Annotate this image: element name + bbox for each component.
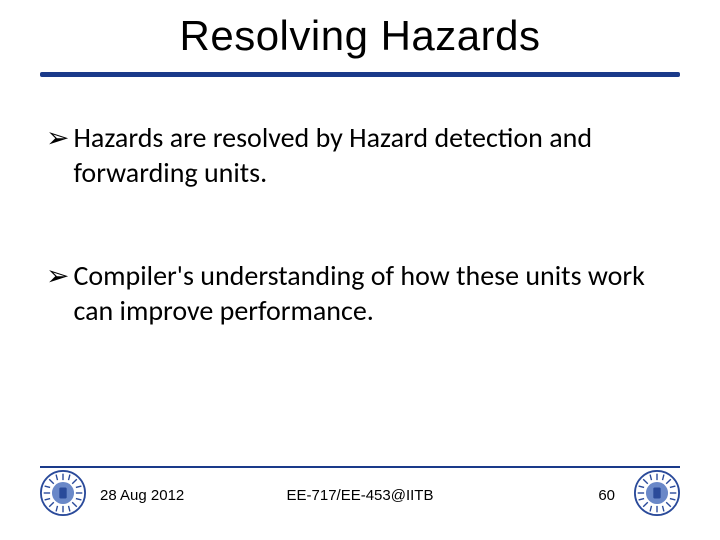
footer-divider bbox=[40, 466, 680, 468]
slide: Resolving Hazards ➢ Hazards are resolved… bbox=[0, 0, 720, 540]
bullet-text: Compiler's understanding of how these un… bbox=[73, 258, 674, 328]
title-area: Resolving Hazards bbox=[0, 12, 720, 60]
bullet-item: ➢ Compiler's understanding of how these … bbox=[46, 258, 674, 328]
title-underline bbox=[40, 72, 680, 77]
bullet-text: Hazards are resolved by Hazard detection… bbox=[73, 120, 674, 190]
body-area: ➢ Hazards are resolved by Hazard detecti… bbox=[46, 120, 674, 328]
footer-page-number: 60 bbox=[598, 487, 615, 504]
slide-title: Resolving Hazards bbox=[0, 12, 720, 60]
chevron-right-icon: ➢ bbox=[46, 120, 69, 155]
bullet-item: ➢ Hazards are resolved by Hazard detecti… bbox=[46, 120, 674, 190]
chevron-right-icon: ➢ bbox=[46, 258, 69, 293]
